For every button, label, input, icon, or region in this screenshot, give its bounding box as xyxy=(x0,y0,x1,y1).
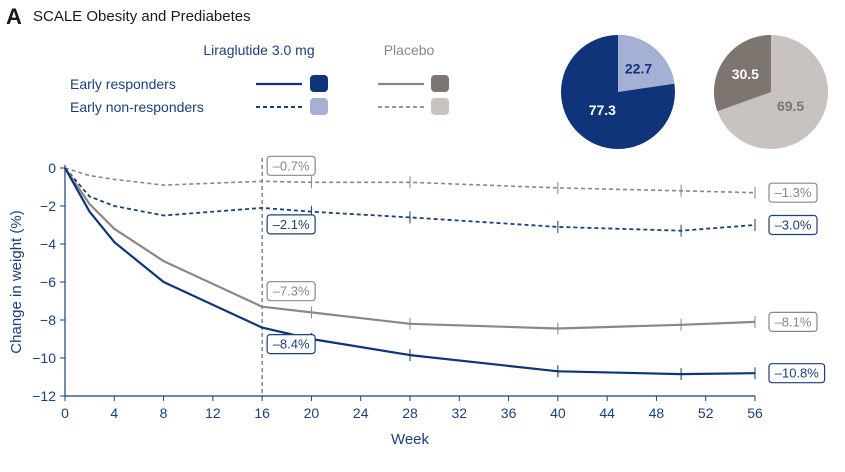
series-line xyxy=(64,167,756,232)
pie-slice xyxy=(713,35,771,112)
y-tick-label: −2 xyxy=(40,198,56,214)
x-tick-label: 20 xyxy=(304,405,320,421)
x-tick-label: 40 xyxy=(550,405,566,421)
pie-slice-label: 77.3 xyxy=(589,102,616,118)
series-placebo-early-non-responders xyxy=(64,167,756,199)
legend-swatch-lira-responders xyxy=(310,75,328,92)
annotation-label: –8.1% xyxy=(768,311,818,332)
annotation-box xyxy=(266,281,316,302)
legend-label-early-nonresponders: Early non-responders xyxy=(70,99,204,115)
annotation-text: –7.3% xyxy=(273,284,310,299)
series-line xyxy=(64,167,756,194)
x-axis-label: Week xyxy=(391,431,430,448)
y-tick-label: −4 xyxy=(40,236,56,252)
x-tick-label: 24 xyxy=(353,405,369,421)
pie-slice-label: 30.5 xyxy=(732,66,759,82)
pie-liraglutide: 22.7 77.3 xyxy=(561,35,675,149)
series-placebo-early-responders xyxy=(64,167,756,335)
annotation-label: –1.3% xyxy=(768,182,818,203)
x-tick-label: 0 xyxy=(61,405,69,421)
annotation-text: –0.7% xyxy=(273,158,310,173)
series-group xyxy=(64,167,756,381)
x-tick-label: 4 xyxy=(110,405,118,421)
series-liraglutide-early-responders xyxy=(64,167,756,381)
x-tick-label: 56 xyxy=(747,405,763,421)
y-tick-label: −6 xyxy=(40,274,56,290)
annotation-label: –8.4% xyxy=(266,334,316,355)
annotation-text: –1.3% xyxy=(775,185,812,200)
legend-header-placebo: Placebo xyxy=(384,42,435,58)
x-tick-label: 44 xyxy=(599,405,615,421)
annotation-text: –3.0% xyxy=(775,218,812,233)
x-tick-label: 8 xyxy=(160,405,168,421)
legend-header-liraglutide: Liraglutide 3.0 mg xyxy=(203,42,314,58)
pie-slice-label: 69.5 xyxy=(777,98,804,114)
annotation-label: –10.8% xyxy=(768,363,826,384)
annotation-box xyxy=(768,214,818,236)
annotation-label: –0.7% xyxy=(266,155,316,176)
pie-placebo: 30.5 69.5 xyxy=(713,35,828,149)
annotation-text: –10.8% xyxy=(775,366,820,381)
legend: Liraglutide 3.0 mg Placebo Early respond… xyxy=(70,42,449,115)
pie-slice-label: 22.7 xyxy=(625,60,652,76)
annotation-box xyxy=(266,334,316,355)
y-axis-label: Change in weight (%) xyxy=(8,210,25,353)
axes: 0 4 8 12 16 20 24 28 32 36 40 44 48 52 560−2−4−6−8−10−… xyxy=(32,158,763,421)
annotation-box xyxy=(266,155,316,176)
x-tick-label: 36 xyxy=(501,405,517,421)
annotation-label: –7.3% xyxy=(266,281,316,302)
x-tick-label: 52 xyxy=(698,405,714,421)
annotation-group: –0.7% –1.3% –2.1% –3.0% –7.3% –8.1% –8.4% –10.8… xyxy=(266,155,826,384)
pie-charts: 22.7 77.3 30.5 69.5 xyxy=(561,35,828,149)
series-line xyxy=(64,167,756,376)
series-line xyxy=(64,167,756,330)
y-tick-label: −10 xyxy=(32,350,56,366)
series-liraglutide-early-non-responders xyxy=(64,167,756,237)
annotation-label: –3.0% xyxy=(768,214,818,236)
annotation-label: –2.1% xyxy=(266,214,316,235)
annotation-text: –8.1% xyxy=(775,314,812,329)
y-tick-label: 0 xyxy=(48,160,56,176)
x-tick-label: 12 xyxy=(205,405,221,421)
x-tick-label: 48 xyxy=(649,405,665,421)
annotation-box xyxy=(266,214,316,235)
annotation-box xyxy=(768,363,826,384)
panel-letter: A xyxy=(6,4,22,29)
annotation-box xyxy=(768,182,818,203)
y-tick-label: −8 xyxy=(40,312,56,328)
legend-label-early-responders: Early responders xyxy=(70,76,176,92)
legend-swatch-pbo-responders xyxy=(431,75,449,92)
legend-swatch-lira-nonresponders xyxy=(310,98,328,115)
line-chart: 0 4 8 12 16 20 24 28 32 36 40 44 48 52 560−2−4−6−8−10−… xyxy=(8,155,826,448)
x-tick-label: 16 xyxy=(254,405,270,421)
legend-swatch-pbo-nonresponders xyxy=(431,98,449,115)
x-tick-label: 28 xyxy=(402,405,418,421)
annotation-text: –2.1% xyxy=(273,217,310,232)
pie-slice xyxy=(618,35,675,92)
y-tick-label: −12 xyxy=(32,388,56,404)
x-tick-label: 32 xyxy=(451,405,467,421)
annotation-box xyxy=(768,311,818,332)
panel-title: SCALE Obesity and Prediabetes xyxy=(33,8,251,25)
annotation-text: –8.4% xyxy=(273,337,310,352)
